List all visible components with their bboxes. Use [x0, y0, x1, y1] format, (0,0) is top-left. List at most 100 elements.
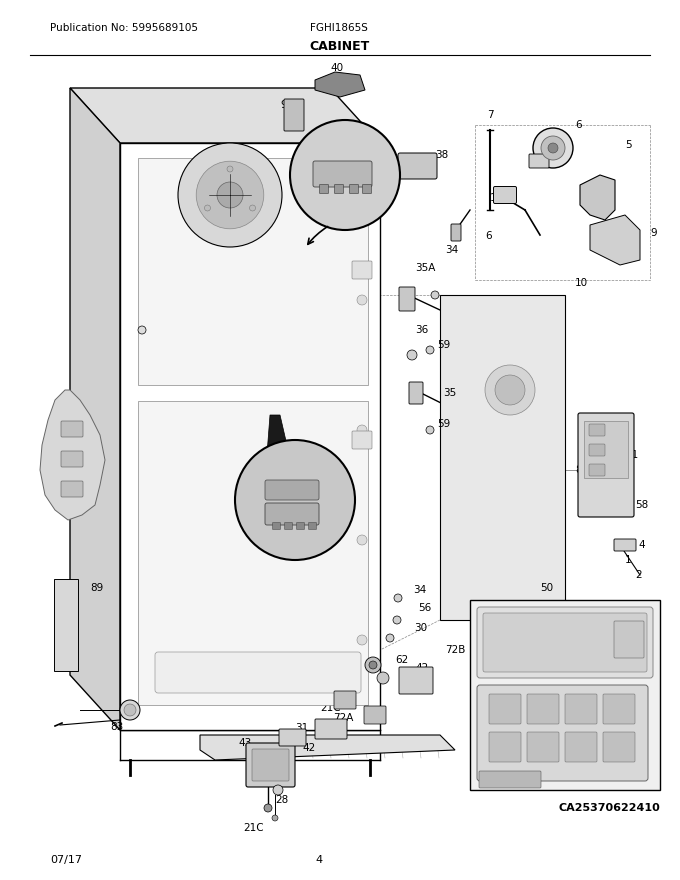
FancyBboxPatch shape [398, 153, 437, 179]
Polygon shape [40, 390, 105, 520]
Text: 72: 72 [475, 713, 488, 723]
Polygon shape [70, 88, 380, 143]
Text: 21C: 21C [243, 823, 264, 833]
Text: 15: 15 [385, 180, 398, 190]
Text: 41: 41 [237, 163, 250, 173]
FancyBboxPatch shape [265, 503, 319, 525]
Text: 34: 34 [445, 245, 458, 255]
FancyBboxPatch shape [284, 523, 292, 530]
Text: 42: 42 [415, 663, 428, 673]
Polygon shape [470, 600, 660, 790]
Text: 40: 40 [330, 63, 343, 73]
Text: 14: 14 [355, 250, 369, 260]
Text: 41: 41 [345, 227, 358, 237]
Text: 58: 58 [635, 500, 648, 510]
FancyBboxPatch shape [565, 694, 597, 724]
FancyBboxPatch shape [399, 287, 415, 311]
Text: 42: 42 [302, 743, 316, 753]
Circle shape [227, 166, 233, 172]
Circle shape [273, 785, 283, 795]
Circle shape [407, 350, 417, 360]
Text: CA25370622410: CA25370622410 [558, 803, 660, 813]
FancyBboxPatch shape [61, 451, 83, 467]
FancyBboxPatch shape [489, 694, 521, 724]
Text: 34: 34 [413, 585, 426, 595]
Text: 92: 92 [280, 100, 293, 110]
FancyBboxPatch shape [399, 667, 433, 694]
Circle shape [357, 535, 367, 545]
Circle shape [393, 616, 401, 624]
Circle shape [357, 425, 367, 435]
FancyBboxPatch shape [614, 539, 636, 551]
Polygon shape [440, 295, 565, 620]
Text: 56: 56 [418, 603, 431, 613]
FancyBboxPatch shape [246, 743, 295, 787]
Polygon shape [253, 495, 300, 515]
Text: 43: 43 [238, 738, 251, 748]
Circle shape [357, 195, 367, 205]
Text: 81: 81 [625, 450, 639, 460]
Text: 72B: 72B [445, 645, 465, 655]
FancyBboxPatch shape [589, 464, 605, 476]
Circle shape [365, 657, 381, 673]
FancyBboxPatch shape [335, 185, 343, 194]
Circle shape [205, 205, 211, 211]
FancyBboxPatch shape [565, 732, 597, 762]
Circle shape [495, 375, 525, 405]
Circle shape [426, 426, 434, 434]
Polygon shape [138, 158, 368, 385]
Polygon shape [120, 143, 380, 730]
Polygon shape [590, 215, 640, 265]
FancyBboxPatch shape [350, 185, 358, 194]
Polygon shape [580, 175, 615, 220]
Text: 35A: 35A [415, 263, 435, 273]
Text: 15: 15 [237, 468, 250, 478]
FancyBboxPatch shape [309, 523, 316, 530]
Text: 89: 89 [90, 583, 103, 593]
FancyBboxPatch shape [284, 99, 304, 131]
Text: 6: 6 [575, 120, 581, 130]
Circle shape [386, 634, 394, 642]
Text: 50: 50 [540, 583, 553, 593]
Text: 7: 7 [487, 110, 494, 120]
Circle shape [250, 205, 256, 211]
FancyBboxPatch shape [362, 185, 371, 194]
Circle shape [369, 661, 377, 669]
Text: CABINET: CABINET [310, 40, 370, 54]
Text: 07/17: 07/17 [50, 855, 82, 865]
FancyBboxPatch shape [54, 579, 78, 671]
FancyBboxPatch shape [603, 732, 635, 762]
FancyBboxPatch shape [578, 413, 634, 517]
Text: 14: 14 [352, 338, 365, 348]
Text: 30: 30 [414, 623, 427, 633]
Text: 21C: 21C [320, 703, 341, 713]
Circle shape [431, 291, 439, 299]
Polygon shape [315, 72, 365, 97]
Text: Publication No: 5995689105: Publication No: 5995689105 [50, 23, 198, 33]
FancyBboxPatch shape [296, 523, 305, 530]
Circle shape [357, 635, 367, 645]
Text: 82: 82 [140, 695, 153, 705]
FancyBboxPatch shape [614, 621, 644, 658]
FancyBboxPatch shape [279, 729, 306, 746]
FancyBboxPatch shape [477, 685, 648, 781]
Text: 13: 13 [490, 193, 503, 203]
Text: 6: 6 [485, 231, 492, 241]
FancyBboxPatch shape [529, 154, 549, 168]
Text: 15: 15 [280, 485, 294, 495]
FancyBboxPatch shape [252, 749, 289, 781]
Text: 63: 63 [407, 675, 420, 685]
Polygon shape [200, 735, 455, 760]
Text: 28: 28 [275, 795, 288, 805]
FancyBboxPatch shape [451, 224, 461, 241]
Circle shape [120, 700, 140, 720]
Text: 81: 81 [575, 465, 588, 475]
FancyBboxPatch shape [352, 431, 372, 449]
Polygon shape [138, 401, 368, 705]
Text: 10: 10 [575, 278, 588, 288]
Text: 83: 83 [110, 722, 123, 732]
Text: 15: 15 [237, 443, 250, 453]
Text: 31: 31 [295, 723, 308, 733]
Circle shape [548, 143, 558, 153]
Circle shape [264, 804, 272, 812]
